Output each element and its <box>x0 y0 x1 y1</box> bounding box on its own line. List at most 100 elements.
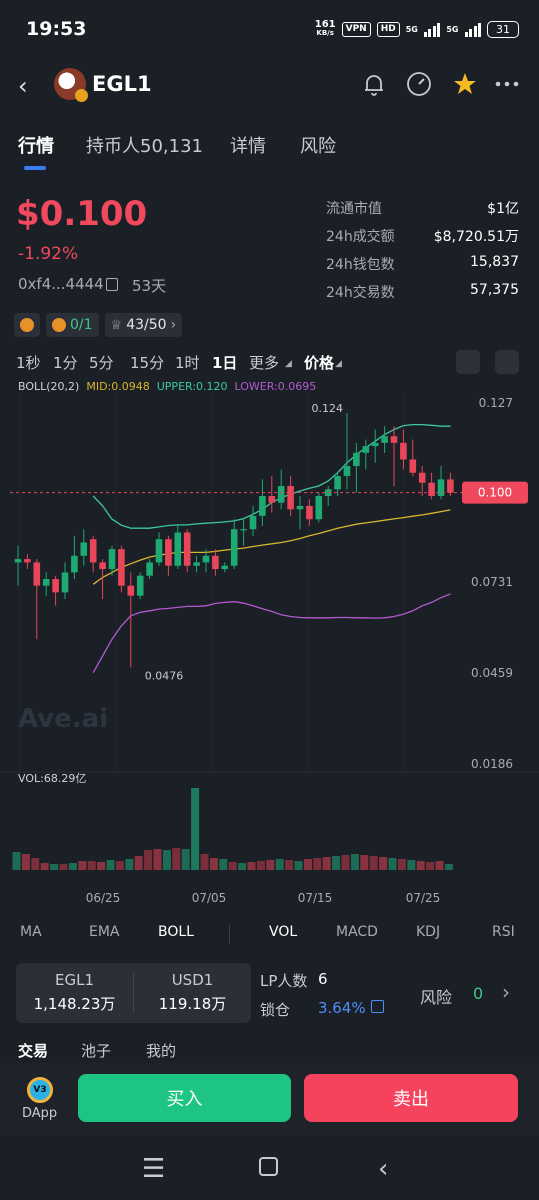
tab-market[interactable]: 行情 <box>18 136 54 157</box>
signal-icon <box>464 22 481 37</box>
candle <box>42 572 50 596</box>
indicator-boll[interactable]: BOLL <box>158 924 194 940</box>
more-icon[interactable] <box>494 74 520 94</box>
external-link-icon[interactable] <box>371 1000 384 1013</box>
volume-bar <box>444 864 453 870</box>
risk-value[interactable]: 0 <box>473 984 484 1003</box>
sell-button[interactable]: 卖出 <box>304 1074 518 1122</box>
candle <box>353 442 360 493</box>
watermark: Ave.ai <box>18 704 108 734</box>
dapp-icon[interactable]: V3 <box>27 1077 53 1103</box>
timeframe-1h[interactable]: 1时 <box>175 354 200 372</box>
tax-chip[interactable]: 0/1 <box>46 313 99 337</box>
candle <box>240 519 247 546</box>
volume-bar <box>59 864 68 870</box>
volume-bar <box>256 861 265 870</box>
volume-bar <box>172 848 181 870</box>
candle-body <box>447 479 454 493</box>
current-price-label: 0.100 <box>478 486 512 500</box>
chain-badge-icon <box>75 89 88 102</box>
tab-risk[interactable]: 风险 <box>300 136 336 157</box>
candle-body <box>193 562 200 566</box>
dropdown-icon: ◢ <box>285 359 292 369</box>
candle-body <box>334 476 341 490</box>
volume-bar <box>313 858 322 870</box>
indicator-vol[interactable]: VOL <box>269 924 298 940</box>
candle <box>230 519 238 570</box>
volume-bar <box>228 862 237 870</box>
candle-body <box>89 539 97 563</box>
indicator-ma[interactable]: MA <box>20 924 42 940</box>
x-tick-label: 07/15 <box>298 891 333 905</box>
lp-value: 6 <box>318 970 328 988</box>
indicator-ema[interactable]: EMA <box>89 924 120 940</box>
tab-mine[interactable]: 我的 <box>146 1042 177 1060</box>
risk-label[interactable]: 风险 <box>420 988 453 1007</box>
system-nav-bar: ☰ ‹ <box>0 1140 539 1200</box>
bell-icon[interactable] <box>360 70 388 98</box>
star-icon[interactable] <box>451 70 479 98</box>
timeframe-1d[interactable]: 1日 <box>212 354 238 372</box>
chart-style-icon[interactable] <box>456 350 480 374</box>
timeframe-more[interactable]: 更多 <box>249 354 280 372</box>
timeframe-15m[interactable]: 15分 <box>130 354 165 372</box>
volume-bar <box>162 850 171 870</box>
volume-bar <box>426 862 435 870</box>
indicator-rsi[interactable]: RSI <box>492 924 515 940</box>
indicator-tabs: MA EMA BOLL VOL MACD KDJ RSI <box>0 922 539 948</box>
volume-bar <box>247 862 256 870</box>
candle <box>24 554 31 570</box>
tab-holders[interactable]: 持币人50,131 <box>86 136 203 157</box>
coins-chip[interactable] <box>14 313 40 337</box>
copy-icon[interactable] <box>106 278 118 291</box>
chevron-right-icon[interactable]: › <box>502 980 510 1004</box>
chart-settings-icon[interactable] <box>495 350 519 374</box>
indicator-macd[interactable]: MACD <box>336 924 378 940</box>
menu-icon[interactable]: ☰ <box>142 1154 166 1184</box>
crown-icon: ♕ <box>110 317 123 333</box>
home-icon[interactable] <box>259 1157 278 1176</box>
token-name: EGL1 <box>92 72 152 96</box>
volume-bar <box>50 864 59 870</box>
candle <box>89 535 97 573</box>
timeframe-5m[interactable]: 5分 <box>89 354 114 372</box>
timeframe-1m[interactable]: 1分 <box>53 354 78 372</box>
hd-icon: HD <box>376 21 400 37</box>
volume-bar <box>40 863 49 870</box>
tab-details[interactable]: 详情 <box>230 136 266 157</box>
volume-bars <box>12 788 453 870</box>
indicator-kdj[interactable]: KDJ <box>416 924 441 940</box>
score-chip[interactable]: ♕ 43/50 › <box>104 313 183 337</box>
date-axis: 06/25 07/05 07/15 07/25 <box>86 891 441 905</box>
volume-bar <box>322 857 331 870</box>
volume-bar <box>219 859 228 870</box>
candle-body <box>277 486 285 503</box>
volume-bar <box>275 859 284 870</box>
lock-value[interactable]: 3.64% <box>318 999 366 1017</box>
tab-trades[interactable]: 交易 <box>18 1042 49 1060</box>
candle <box>80 529 88 566</box>
candle-body <box>287 486 294 510</box>
price-chart[interactable]: Ave.ai 0.100 0.127 0.0731 0.0459 0.0186 0.124… <box>0 392 539 912</box>
volume-bar <box>153 849 162 870</box>
speedometer-icon[interactable] <box>405 70 433 98</box>
candle-body <box>296 505 304 510</box>
candle-body <box>99 562 106 570</box>
tab-pools[interactable]: 池子 <box>81 1042 112 1060</box>
timeframe-1s[interactable]: 1秒 <box>16 354 41 372</box>
current-price-tag <box>462 481 528 504</box>
volume-bar <box>78 861 87 870</box>
stat-row: 流通市值 $1亿 <box>326 201 519 217</box>
back-icon[interactable]: ‹ <box>18 72 28 100</box>
price-axis: 0.100 0.127 0.0731 0.0459 0.0186 0.124 0.0476 <box>10 396 528 771</box>
sim1-label: 5G <box>405 24 418 34</box>
back-nav-icon[interactable]: ‹ <box>378 1154 389 1184</box>
signal-icon <box>423 22 441 37</box>
volume-label: VOL:68.29亿 <box>18 772 86 785</box>
candle <box>343 412 351 490</box>
price-toggle[interactable]: 价格 <box>304 354 335 372</box>
divider <box>133 973 134 1013</box>
dapp-label[interactable]: DApp <box>22 1106 58 1121</box>
buy-button[interactable]: 买入 <box>78 1074 291 1122</box>
clock: 19:53 <box>26 18 87 40</box>
